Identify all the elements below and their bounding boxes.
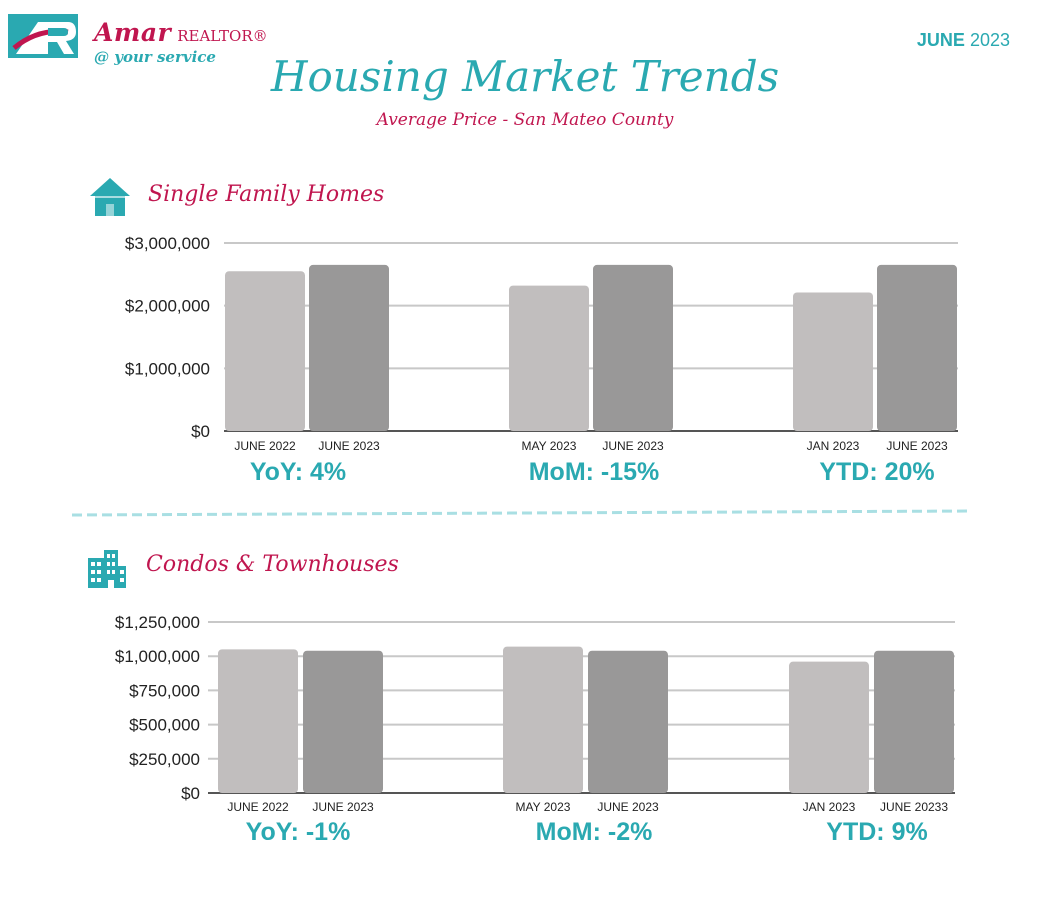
x-category-label: JUNE 2023 [312, 800, 374, 814]
y-tick-label: $500,000 [129, 716, 200, 735]
x-category-label: MAY 2023 [516, 800, 571, 814]
single-family-chart: $3,000,000 $2,000,000 $1,000,000 $0 JUNE 202… [125, 234, 958, 453]
bar-prior-period [789, 661, 869, 793]
brand-tagline: @ your service [94, 48, 216, 66]
section-title-single-family: Single Family Homes [148, 182, 385, 207]
x-category-label: JUNE 2023 [886, 439, 948, 453]
y-tick-label: $1,250,000 [115, 613, 200, 632]
company-logo: Amar REALTOR® @ your service [8, 12, 268, 66]
brand-wordmark: Amar REALTOR® [94, 18, 268, 47]
y-tick-label: $2,000,000 [125, 297, 210, 316]
page-title: Housing Market Trends [270, 52, 780, 101]
y-tick-label: $750,000 [129, 681, 200, 700]
y-tick-label: $3,000,000 [125, 234, 210, 253]
bar-prior-period [503, 646, 583, 793]
bar-current-period [874, 650, 954, 793]
section-divider [72, 509, 972, 517]
report-month: JUNE [916, 30, 965, 50]
building-icon [88, 550, 126, 588]
bar-current-period [303, 650, 383, 793]
x-category-label: JUNE 20233 [880, 800, 948, 814]
house-icon [90, 178, 130, 216]
bar-current-period [309, 264, 389, 431]
bar-prior-period [218, 649, 298, 793]
condos-chart: $1,250,000 $1,000,000 $750,000 $500,000 $250… [115, 613, 955, 814]
y-tick-label: $1,000,000 [125, 359, 210, 378]
y-tick-label: $250,000 [129, 750, 200, 769]
logo-mark-icon [8, 14, 78, 58]
bar-prior-period [509, 285, 589, 431]
x-category-label: JUNE 2023 [602, 439, 664, 453]
y-tick-label: $0 [191, 422, 210, 441]
bar-current-period [877, 264, 957, 431]
x-category-label: JUNE 2022 [227, 800, 289, 814]
x-category-label: JUNE 2022 [234, 439, 296, 453]
bar-prior-period [793, 292, 873, 431]
stat-condos-mom: MoM: -2% [535, 818, 653, 846]
x-category-label: MAY 2023 [522, 439, 577, 453]
bar-current-period [593, 264, 673, 431]
y-tick-label: $1,000,000 [115, 647, 200, 666]
x-category-label: JAN 2023 [803, 800, 856, 814]
stat-condos-yoy: YoY: -1% [245, 818, 351, 846]
bar-prior-period [225, 271, 305, 431]
stat-single-family-yoy: YoY: 4% [249, 458, 347, 486]
stat-condos-ytd: YTD: 9% [826, 818, 928, 846]
section-title-condos: Condos & Townhouses [146, 552, 399, 577]
y-tick-label: $0 [181, 784, 200, 803]
page-subtitle: Average Price - San Mateo County [376, 110, 674, 130]
stat-single-family-mom: MoM: -15% [528, 458, 660, 486]
x-category-label: JUNE 2023 [318, 439, 380, 453]
x-category-label: JUNE 2023 [597, 800, 659, 814]
brand-name: Amar [94, 18, 172, 47]
brand-realtor: REALTOR® [177, 27, 268, 45]
report-year: 2023 [969, 30, 1010, 50]
report-date: JUNE 2023 [917, 30, 1010, 51]
x-category-label: JAN 2023 [807, 439, 860, 453]
bar-current-period [588, 650, 668, 793]
stat-single-family-ytd: YTD: 20% [819, 458, 935, 486]
